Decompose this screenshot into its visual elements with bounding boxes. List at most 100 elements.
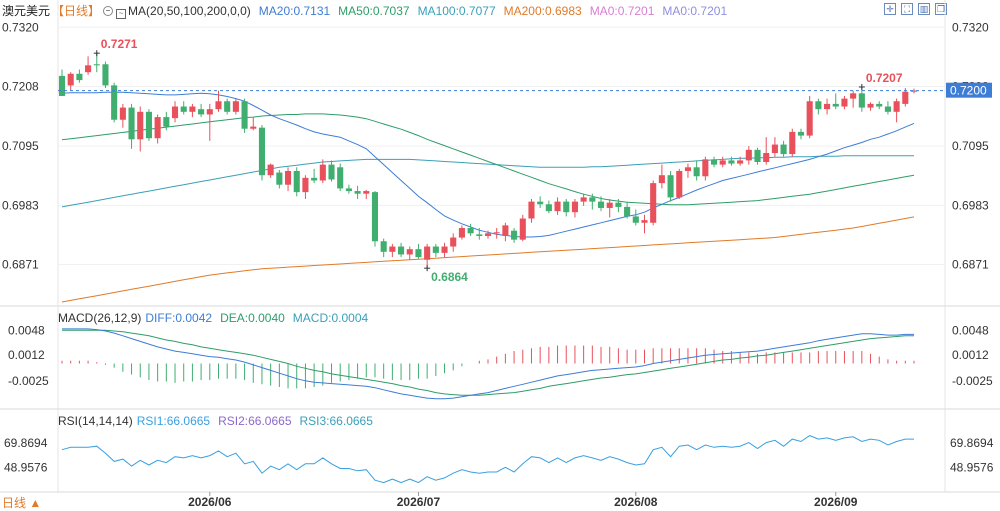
ma50-line (61, 113, 915, 206)
main-header: 澳元美元 【日线】 ~ MA(20,50,100,200,0,0) MA20:0.713… (2, 2, 743, 20)
candle-body (380, 241, 387, 252)
date-label: 2026/09 (814, 495, 858, 509)
candle-body (467, 228, 474, 234)
candle-body (180, 106, 187, 112)
candle-body (415, 249, 422, 258)
candle-body (58, 75, 66, 96)
candle-body (737, 160, 744, 164)
candle-body (171, 106, 179, 119)
candle-body (719, 160, 726, 165)
price-tick-left: 0.6983 (2, 198, 39, 212)
period-label[interactable]: 【日线】 (52, 4, 101, 18)
ma-value: MA0:0.7201 (662, 4, 728, 18)
candle-body (319, 164, 326, 181)
candle-body (458, 228, 465, 238)
grid (58, 26, 945, 265)
ma-values: MA20:0.7131 MA50:0.7037 MA100:0.7077 MA200:… (259, 4, 735, 18)
macd-chart: 0.0048 0.0048 0.0012 0.0012 -0.0025 -0.0025 (8, 323, 993, 400)
candle-body (441, 246, 448, 253)
candle-body (876, 103, 883, 107)
candle-body (198, 109, 205, 115)
candle-body (806, 101, 813, 136)
ma-indicator-label[interactable]: MA(20,50,100,200,0,0) (128, 4, 251, 18)
rsi3-value: RSI3:66.0665 (299, 414, 373, 428)
price-tick-left: 0.6871 (2, 257, 39, 271)
candle-body (632, 216, 639, 223)
candle-body (684, 167, 692, 171)
candle-body (337, 167, 344, 189)
candle-body (232, 101, 239, 112)
moving-average-lines (61, 91, 915, 303)
macd-value: MACD:0.0004 (292, 311, 369, 325)
period-button[interactable]: 日线 ▲ (2, 496, 41, 510)
rsi-chart: 69.8694 69.8694 48.9576 48.9576 (4, 435, 994, 484)
rsi-label[interactable]: RSI(14,14,14) (58, 414, 133, 428)
candle-body (763, 153, 770, 162)
candle-body (406, 249, 413, 255)
candle-body (676, 170, 683, 198)
candle-body (850, 93, 857, 99)
layout-icon[interactable]: ▥ (918, 3, 930, 15)
price-tick-right: 0.6871 (952, 257, 989, 271)
candle-body (615, 202, 622, 207)
candle-body (511, 230, 518, 240)
candle-body (154, 117, 161, 139)
ma200-line (61, 216, 915, 303)
candle-body (745, 149, 752, 161)
candle-body (641, 220, 648, 223)
macd-tick-left: -0.0025 (8, 374, 49, 388)
date-label: 2026/07 (397, 495, 441, 509)
circle-minus-icon[interactable] (103, 6, 114, 16)
period-button-bg[interactable] (0, 494, 52, 511)
macd-label[interactable]: MACD(26,12,9) (58, 311, 142, 325)
candle-body (832, 103, 839, 107)
candle-body (450, 237, 457, 247)
candle-body (302, 177, 309, 193)
candle-body (545, 204, 552, 212)
price-tick-left: 0.7095 (2, 139, 39, 153)
candle-body (371, 192, 379, 242)
candle-body (728, 160, 735, 164)
window-icon[interactable]: ❐ (935, 3, 947, 15)
candle-body (884, 106, 891, 112)
chart-icon[interactable]: ~ (116, 9, 127, 19)
candle-body (554, 201, 561, 212)
candle-body (145, 111, 152, 139)
candle-body (67, 73, 74, 86)
expand-icon[interactable]: ⛶ (901, 3, 913, 15)
extreme-label: 0.7271 (101, 37, 138, 51)
candle-body (215, 101, 222, 110)
candle-body (597, 201, 605, 208)
candle-body (624, 206, 631, 217)
macd-tick-left: 0.0012 (8, 348, 45, 362)
candle-body (354, 191, 361, 194)
candle-body (797, 131, 805, 136)
candle-body (710, 159, 718, 165)
candle-body (102, 64, 109, 86)
extreme-label: 0.6864 (431, 270, 468, 284)
candle-body (493, 232, 500, 234)
crosshair-icon[interactable]: ✛ (884, 3, 896, 15)
price-tick-left: 0.7208 (2, 79, 39, 93)
candle-body (284, 170, 292, 185)
candle-body (128, 107, 135, 140)
date-label: 2026/06 (188, 495, 232, 509)
candle-body (858, 93, 865, 108)
candle-body (658, 175, 665, 184)
ma20-line (61, 91, 915, 238)
ma-value: MA0:0.7201 (589, 4, 655, 18)
rsi-line (61, 435, 914, 484)
candle-body (311, 177, 318, 181)
ma100-line (61, 155, 914, 208)
rsi-tick-left: 48.9576 (4, 460, 48, 474)
extreme-label: 0.7207 (866, 71, 903, 85)
candle-body (693, 167, 700, 177)
candle-body (163, 117, 170, 127)
candle-body (528, 201, 535, 219)
candlesticks (58, 53, 918, 269)
rsi1-value: RSI1:66.0665 (136, 414, 211, 428)
candle-body (293, 170, 300, 193)
candle-body (702, 159, 709, 177)
candle-body (93, 64, 100, 66)
